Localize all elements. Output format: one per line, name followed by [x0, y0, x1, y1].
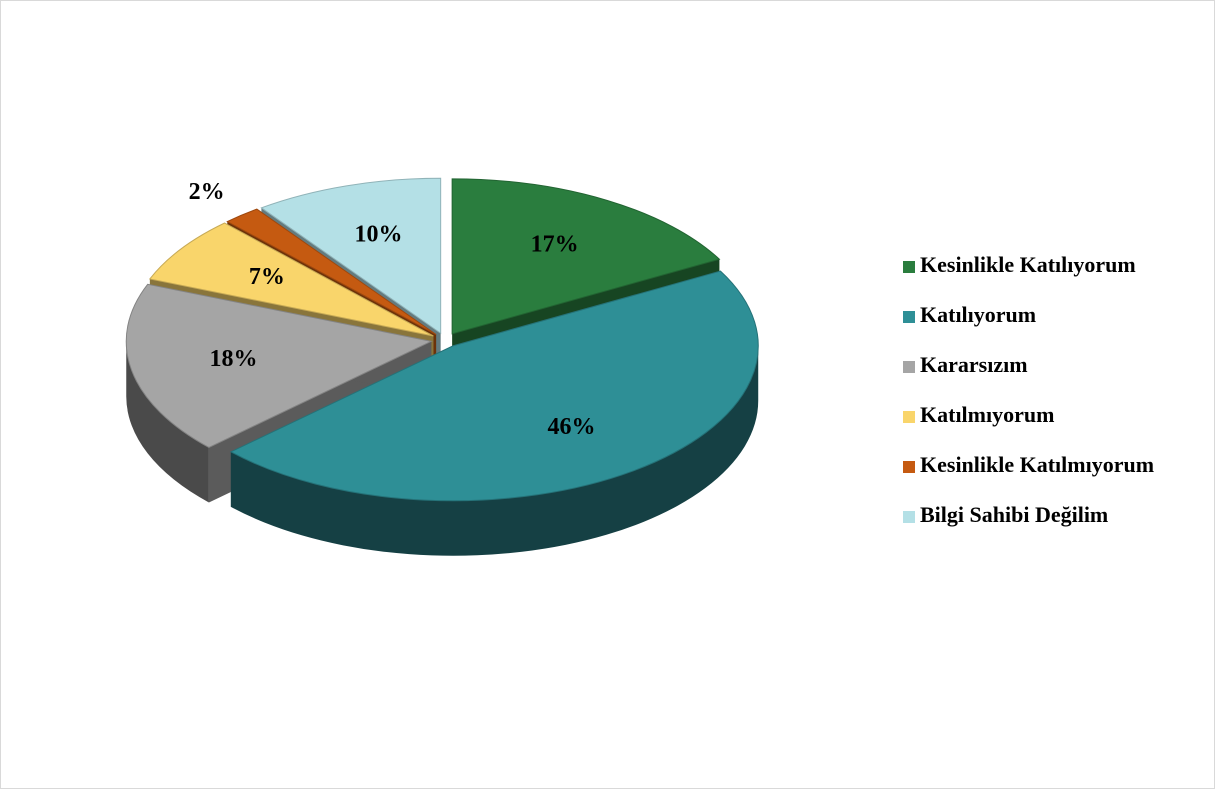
legend: Kesinlikle Katılıyorum Katılıyorum Kararsı… — [903, 252, 1154, 527]
data-label: 2% — [189, 179, 225, 205]
legend-swatch — [903, 311, 915, 323]
legend-label: Kararsızım — [920, 352, 1028, 377]
legend-label: Kesinlikle Katılmıyorum — [920, 452, 1154, 477]
slice-outer-wall — [126, 341, 209, 503]
data-labels: 17% 46% 18% 7% 2% 10% — [189, 179, 596, 440]
data-label: 46% — [548, 414, 596, 440]
legend-swatch — [903, 361, 915, 373]
slice-outer-wall — [230, 345, 759, 556]
legend-swatch — [903, 261, 915, 273]
legend-label: Kesinlikle Katılıyorum — [920, 252, 1136, 277]
slice-top — [125, 283, 433, 449]
legend-label: Bilgi Sahibi Değilim — [920, 502, 1108, 527]
slice-top — [226, 208, 437, 335]
legend-swatch — [903, 411, 915, 423]
data-label: 10% — [354, 221, 402, 247]
slice-top — [229, 270, 759, 502]
slice-top — [451, 178, 721, 335]
legend-swatch — [903, 511, 915, 523]
data-label: 7% — [249, 264, 285, 290]
legend-label: Katılmıyorum — [920, 402, 1054, 427]
legend-label: Katılıyorum — [920, 302, 1036, 327]
slice-top — [260, 177, 442, 335]
data-label: 18% — [210, 346, 258, 372]
data-label: 17% — [531, 231, 579, 257]
pie — [125, 177, 759, 556]
slice-top — [148, 222, 434, 337]
pie-slice — [229, 270, 759, 556]
legend-swatch — [903, 461, 915, 473]
